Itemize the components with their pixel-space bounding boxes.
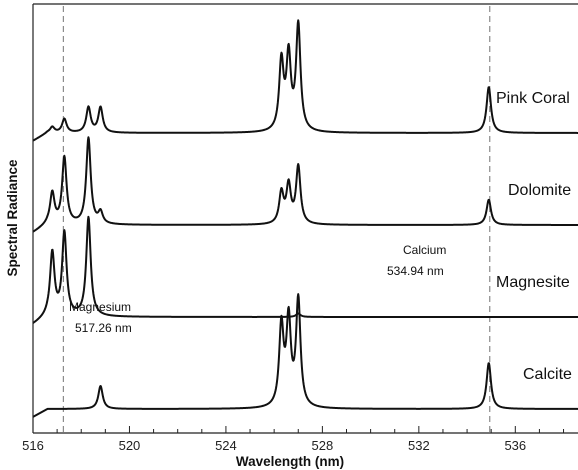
series-label-magnesite: Magnesite [496,274,570,291]
x-tick-label: 516 [22,438,44,453]
calcium-annotation-name: Calcium [403,243,446,257]
magnesium-annotation-value: 517.26 nm [75,321,132,335]
series-label-calcite: Calcite [523,366,572,383]
x-tick-label: 532 [408,438,430,453]
x-tick-label: 524 [215,438,237,453]
calcium-annotation-value: 534.94 nm [387,264,444,278]
series-label-pink-coral: Pink Coral [496,90,570,107]
labels-group: Pink Coral Dolomite Magnesite Calcite [496,90,572,383]
x-axis-title: Wavelength (nm) [236,454,344,469]
series-line-magnesite [32,215,578,324]
series-label-dolomite: Dolomite [508,182,571,199]
series-group [32,19,578,418]
y-axis-title: Spectral Radiance [5,159,20,277]
x-tick-label: 520 [119,438,141,453]
series-line-pink-coral [32,19,578,142]
magnesium-annotation-name: Magnesium [69,300,131,314]
x-tick-label: 528 [312,438,334,453]
reference-lines [62,6,491,433]
series-line-calcite [32,293,578,418]
x-tick-label: 536 [504,438,526,453]
series-line-dolomite [32,136,578,233]
axes-group: 516 520 524 528 532 536 [22,3,578,453]
